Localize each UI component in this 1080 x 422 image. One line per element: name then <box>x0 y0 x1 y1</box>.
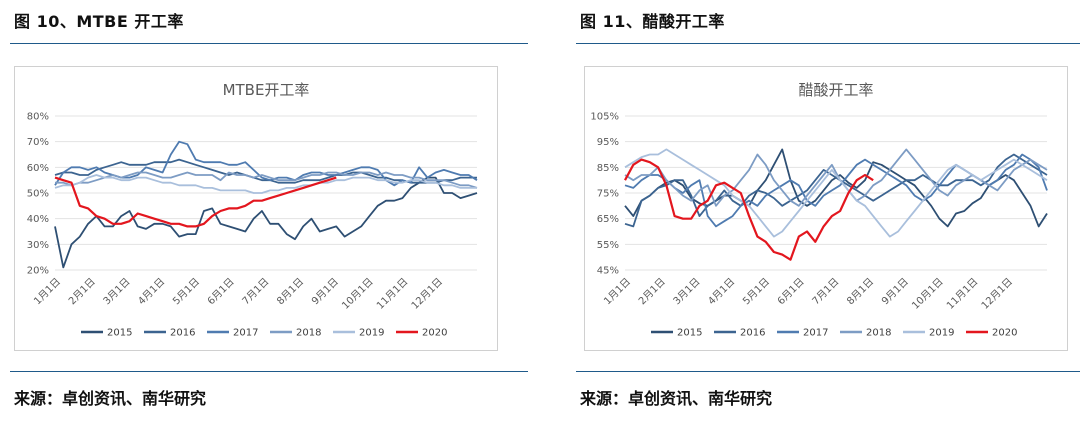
y-tick-label: 95% <box>597 137 619 148</box>
source-rule <box>576 371 1080 372</box>
source-note-mtbe: 来源：卓创资讯、南华研究 <box>14 389 207 408</box>
x-tick-label: 11月1日 <box>944 276 980 312</box>
x-tick-label: 6月1日 <box>205 276 237 308</box>
legend-label-2018: 2018 <box>866 328 891 339</box>
legend-label-2015: 2015 <box>107 328 132 339</box>
y-tick-label: 30% <box>27 240 49 251</box>
title-rule <box>10 43 528 44</box>
y-tick-label: 80% <box>27 112 49 123</box>
series-line-2018 <box>55 171 478 189</box>
y-tick-label: 85% <box>597 163 619 174</box>
x-tick-label: 8月1日 <box>275 276 307 308</box>
chart-title: 醋酸开工率 <box>798 81 873 99</box>
series-line-2020 <box>624 158 874 261</box>
series-line-2020 <box>54 176 337 228</box>
chart-panel-acetic-acid: 醋酸开工率 45% 55% 65% 75% 85% 95% 105% 1月1日 2月1日 3月1日 4… <box>584 66 1068 351</box>
x-tick-label: 2月1日 <box>66 276 98 308</box>
series-line-2019 <box>624 148 1048 238</box>
y-tick-label: 65% <box>597 214 619 225</box>
title-rule <box>576 43 1080 44</box>
series-line-2019 <box>54 174 477 194</box>
series-line-2016 <box>624 153 1048 228</box>
legend-label-2019: 2019 <box>359 328 384 339</box>
y-tick-label: 75% <box>597 189 619 200</box>
y-tick-label: 60% <box>27 163 49 174</box>
y-tick-label: 20% <box>27 266 49 277</box>
x-tick-label: 12月1日 <box>979 276 1015 312</box>
series-line-2015 <box>54 176 478 269</box>
source-rule <box>10 371 528 372</box>
x-tick-label: 4月1日 <box>706 276 738 308</box>
x-tick-label: 10月1日 <box>910 276 946 312</box>
line-chart-acetic-acid: 醋酸开工率 45% 55% 65% 75% 85% 95% 105% 1月1日 2月1日 3月1日 4… <box>590 81 1048 339</box>
legend-label-2016: 2016 <box>170 328 195 339</box>
x-tick-label: 1月1日 <box>601 276 633 308</box>
x-tick-label: 11月1日 <box>374 276 410 312</box>
x-tick-label: 3月1日 <box>101 276 133 308</box>
y-tick-label: 50% <box>27 189 49 200</box>
y-tick-label: 70% <box>27 137 49 148</box>
x-tick-label: 9月1日 <box>309 276 341 308</box>
legend-label-2018: 2018 <box>296 328 321 339</box>
legend-label-2019: 2019 <box>929 328 954 339</box>
x-tick-label: 8月1日 <box>845 276 877 308</box>
x-tick-label: 10月1日 <box>340 276 376 312</box>
chart-title: MTBE开工率 <box>223 81 310 99</box>
legend-label-2020: 2020 <box>422 328 447 339</box>
y-tick-label: 45% <box>597 266 619 277</box>
chart-panel-mtbe: MTBE开工率 20% 30% 40% 50% 60% 70% 80% 1月1日 2月1日 3月1日… <box>14 66 498 351</box>
legend-label-2020: 2020 <box>992 328 1017 339</box>
x-tick-label: 9月1日 <box>879 276 911 308</box>
x-tick-label: 5月1日 <box>740 276 772 308</box>
x-tick-label: 12月1日 <box>409 276 445 312</box>
y-tick-label: 40% <box>27 214 49 225</box>
x-tick-label: 4月1日 <box>136 276 168 308</box>
x-tick-label: 1月1日 <box>31 276 63 308</box>
x-tick-label: 6月1日 <box>775 276 807 308</box>
legend-label-2016: 2016 <box>740 328 765 339</box>
line-chart-mtbe: MTBE开工率 20% 30% 40% 50% 60% 70% 80% 1月1日 2月1日 3月1日… <box>27 81 478 339</box>
x-tick-label: 3月1日 <box>671 276 703 308</box>
legend-label-2017: 2017 <box>233 328 258 339</box>
y-tick-label: 55% <box>597 240 619 251</box>
x-tick-label: 2月1日 <box>636 276 668 308</box>
legend-label-2017: 2017 <box>803 328 828 339</box>
legend-label-2015: 2015 <box>677 328 702 339</box>
source-note-acetic-acid: 来源：卓创资讯、南华研究 <box>580 389 773 408</box>
x-tick-label: 5月1日 <box>170 276 202 308</box>
x-tick-label: 7月1日 <box>240 276 272 308</box>
figure-title-mtbe: 图 10、MTBE 开工率 <box>14 12 184 31</box>
y-tick-label: 105% <box>590 112 619 123</box>
figure-title-acetic-acid: 图 11、醋酸开工率 <box>580 12 725 31</box>
x-tick-label: 7月1日 <box>810 276 842 308</box>
